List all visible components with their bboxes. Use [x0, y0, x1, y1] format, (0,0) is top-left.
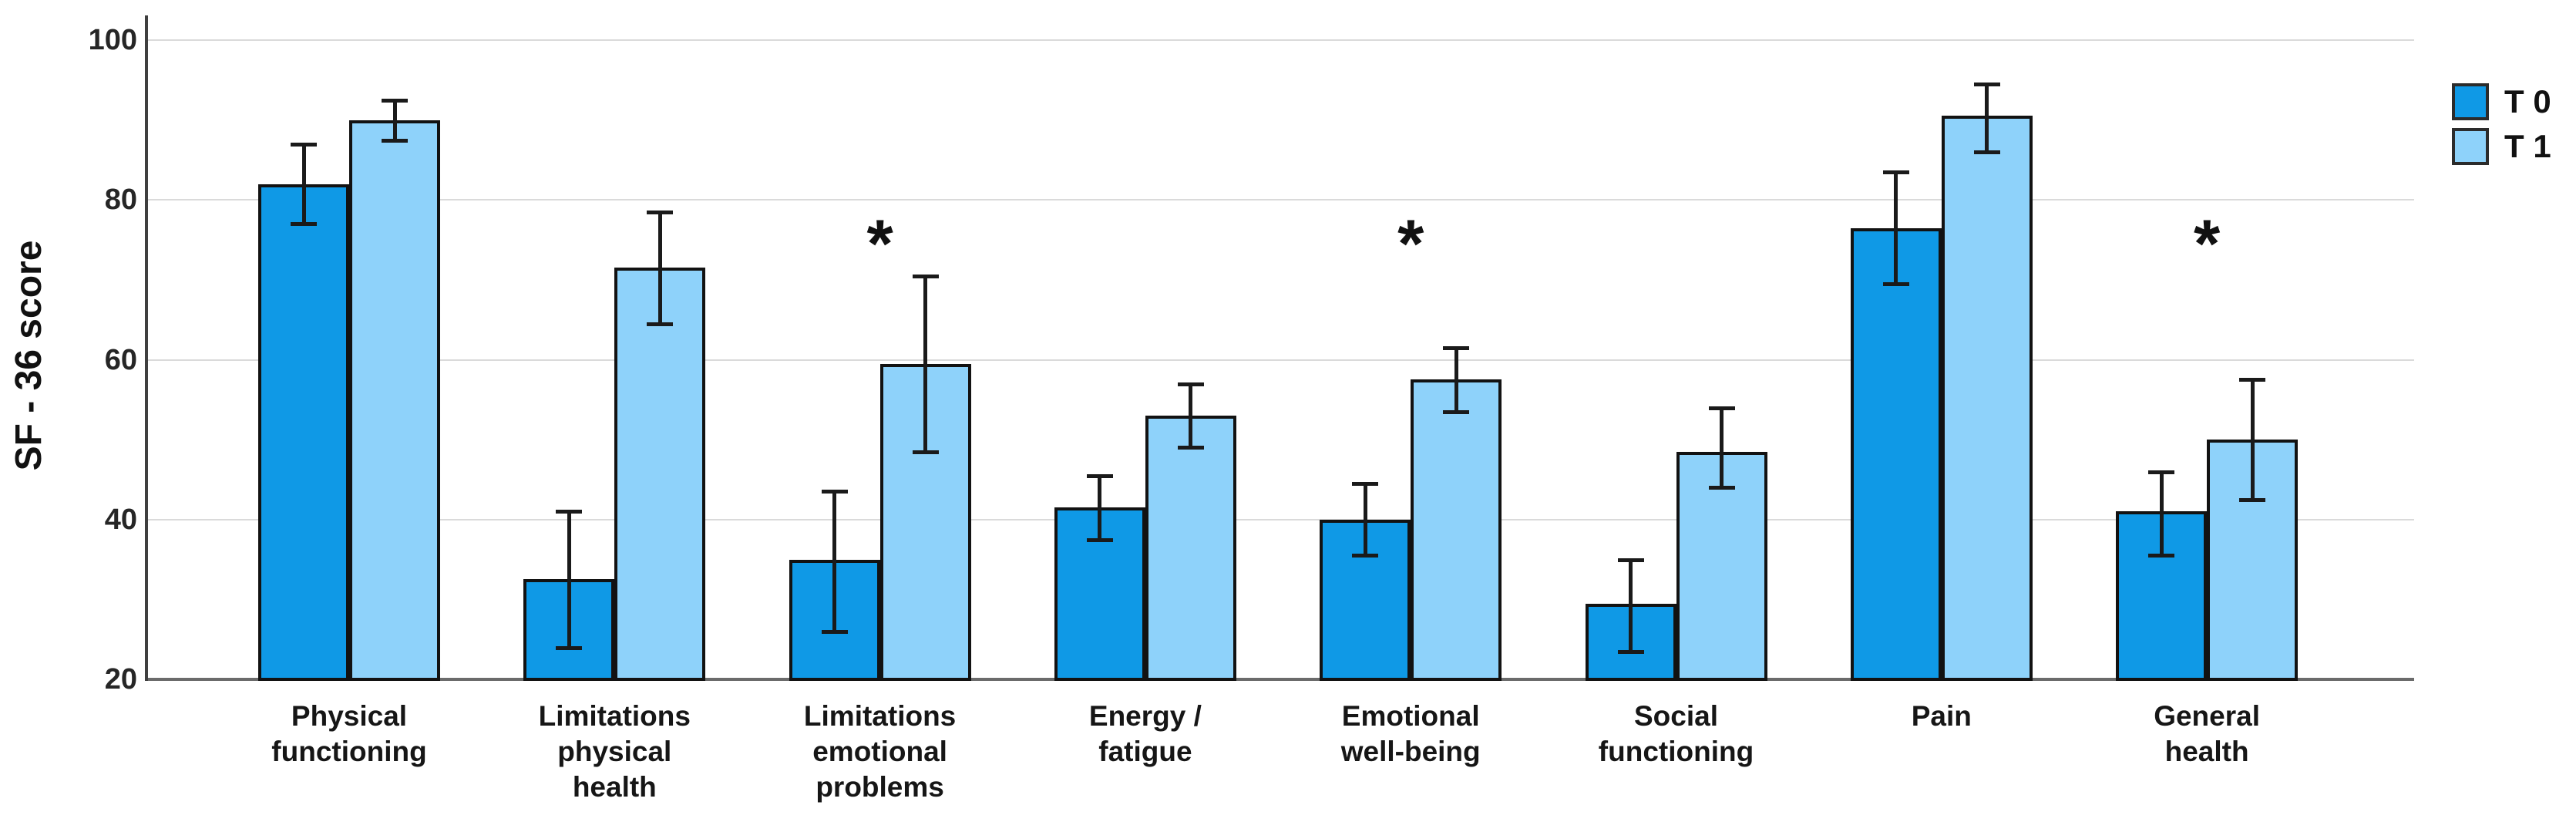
error-cap-high-t0-energy-fatigue: [1086, 473, 1113, 478]
bar-t1-limitations-physical-health: [614, 268, 706, 681]
gridline-100: [148, 39, 2414, 41]
y-tick-label-60: 60: [104, 343, 137, 376]
x-category-label-general-health: General health: [2154, 700, 2260, 767]
legend-label-t0: T 0: [2504, 83, 2551, 120]
gridline-40: [148, 518, 2414, 520]
bar-t1-energy-fatigue: [1145, 416, 1236, 681]
error-cap-high-t1-physical-functioning: [382, 98, 408, 103]
x-category-label-energy-fatigue: Energy / fatigue: [1088, 700, 1202, 767]
error-cap-high-t0-social-functioning: [1617, 558, 1644, 562]
significance-asterisk-general-health: *: [2193, 205, 2221, 281]
y-axis-line: [145, 15, 148, 681]
bar-t0-general-health: [2116, 511, 2208, 681]
error-cap-high-t0-limitations-physical-health: [556, 510, 583, 514]
gridline-60: [148, 359, 2414, 361]
legend-label-t1: T 1: [2504, 128, 2551, 164]
error-cap-high-t0-general-health: [2148, 470, 2175, 474]
y-tick-label-40: 40: [104, 503, 137, 536]
error-cap-low-t0-limitations-physical-health: [556, 645, 583, 650]
y-tick-label-80: 80: [104, 184, 137, 217]
y-tick-label-100: 100: [88, 24, 137, 56]
legend-swatch-t1-icon: [2452, 128, 2489, 165]
error-cap-low-t1-pain: [1973, 150, 2000, 155]
error-bar-t1-pain: [1985, 83, 1989, 153]
error-bar-t0-energy-fatigue: [1098, 475, 1102, 540]
error-cap-high-t1-limitations-emotional-problems: [912, 274, 939, 278]
error-cap-low-t0-limitations-emotional-problems: [821, 629, 848, 634]
bar-t1-physical-functioning: [349, 120, 440, 681]
error-cap-low-t1-energy-fatigue: [1177, 446, 1204, 450]
error-bar-t1-limitations-physical-health: [657, 211, 662, 324]
x-category-label-pain: Pain: [1911, 700, 1972, 732]
error-cap-low-t0-physical-functioning: [291, 222, 317, 227]
error-cap-high-t0-emotional-well-being: [1352, 482, 1379, 487]
bar-t1-emotional-well-being: [1411, 379, 1502, 681]
error-cap-high-t0-limitations-emotional-problems: [821, 490, 848, 494]
error-bar-t0-emotional-well-being: [1363, 483, 1367, 556]
error-bar-t1-limitations-emotional-problems: [923, 275, 928, 452]
legend-entry-t0: T 0: [2452, 83, 2551, 120]
error-cap-low-t0-pain: [1882, 282, 1909, 287]
error-cap-high-t1-energy-fatigue: [1177, 382, 1204, 386]
bar-t1-pain: [1941, 116, 2033, 681]
significance-asterisk-limitations-emotional-problems: *: [866, 205, 893, 281]
error-bar-t0-limitations-emotional-problems: [832, 491, 837, 632]
error-cap-low-t1-social-functioning: [1708, 486, 1735, 490]
x-category-label-limitations-physical-health: Limitations physical health: [538, 700, 691, 803]
error-bar-t1-social-functioning: [1720, 407, 1723, 488]
significance-asterisk-emotional-well-being: *: [1397, 205, 1424, 281]
error-cap-low-t1-limitations-emotional-problems: [912, 450, 939, 454]
error-cap-high-t1-limitations-physical-health: [647, 210, 674, 214]
error-cap-low-t1-emotional-well-being: [1443, 409, 1470, 414]
error-cap-high-t1-social-functioning: [1708, 406, 1735, 410]
gridline-80: [148, 199, 2414, 201]
error-bar-t0-social-functioning: [1629, 559, 1633, 652]
error-cap-high-t1-pain: [1973, 82, 2000, 86]
y-tick-label-20: 20: [104, 663, 137, 696]
error-bar-t0-pain: [1894, 171, 1898, 285]
error-bar-t0-limitations-physical-health: [567, 511, 571, 648]
x-category-label-limitations-emotional-problems: Limitations emotional problems: [803, 700, 957, 803]
error-bar-t1-energy-fatigue: [1189, 383, 1193, 448]
error-cap-low-t0-social-functioning: [1617, 649, 1644, 654]
legend-swatch-t0-icon: [2452, 83, 2489, 120]
error-cap-low-t0-emotional-well-being: [1352, 554, 1379, 558]
error-bar-t1-physical-functioning: [392, 99, 397, 140]
error-cap-high-t1-general-health: [2239, 378, 2266, 382]
error-cap-low-t1-physical-functioning: [382, 138, 408, 143]
error-cap-low-t1-general-health: [2239, 497, 2266, 502]
error-cap-low-t1-limitations-physical-health: [647, 322, 674, 326]
error-bar-t0-physical-functioning: [301, 143, 306, 224]
error-bar-t0-general-health: [2159, 471, 2164, 556]
error-bar-t1-emotional-well-being: [1454, 347, 1458, 412]
legend-entry-t1: T 1: [2452, 128, 2551, 165]
x-axis-line: [148, 678, 2414, 681]
x-category-label-physical-functioning: Physical functioning: [271, 700, 427, 767]
error-bar-t1-general-health: [2250, 379, 2255, 500]
error-cap-high-t1-emotional-well-being: [1443, 345, 1470, 350]
error-cap-low-t0-general-health: [2148, 554, 2175, 558]
x-category-label-social-functioning: Social functioning: [1598, 700, 1754, 767]
legend: T 0 T 1: [2452, 83, 2551, 173]
error-cap-low-t0-energy-fatigue: [1086, 537, 1113, 542]
bar-t0-physical-functioning: [258, 184, 349, 681]
bar-t0-pain: [1850, 227, 1942, 681]
error-cap-high-t0-physical-functioning: [291, 142, 317, 147]
error-cap-high-t0-pain: [1882, 170, 1909, 174]
x-category-label-emotional-well-being: Emotional well-being: [1340, 700, 1481, 767]
